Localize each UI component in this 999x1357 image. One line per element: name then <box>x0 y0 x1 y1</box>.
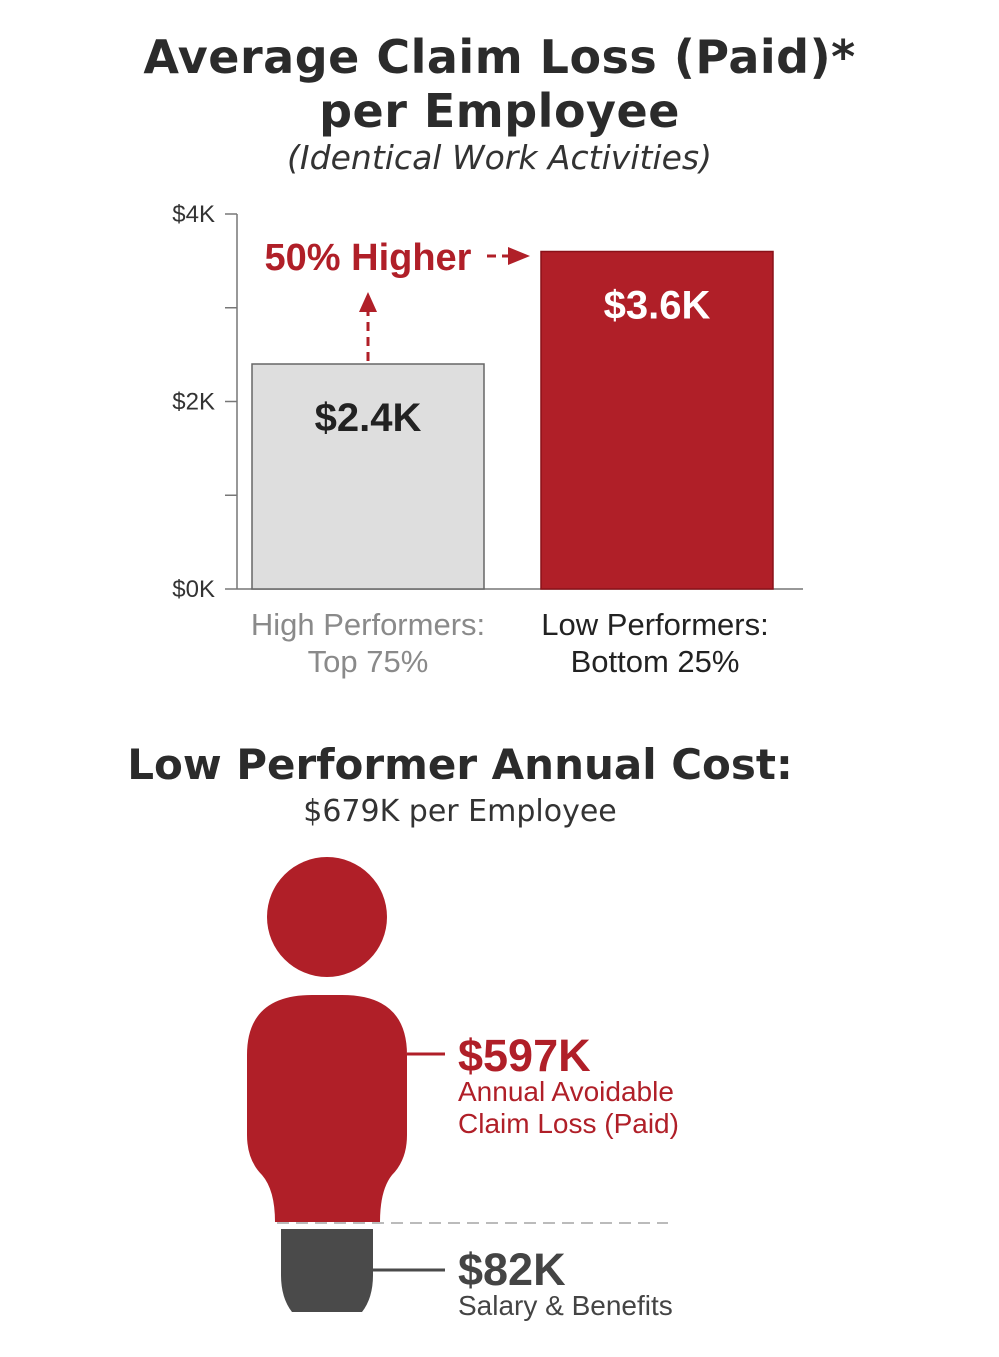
person-base-icon <box>281 1229 373 1312</box>
annotation-arrow-up-head <box>359 292 377 312</box>
avoidable-loss-label-line1: Annual Avoidable <box>458 1076 674 1107</box>
avoidable-loss-value: $597K <box>458 1030 591 1081</box>
annotation-arrow-right-head <box>508 247 530 265</box>
y-tick-label: $2K <box>172 389 215 416</box>
y-tick-label: $4K <box>172 201 215 228</box>
y-tick-label: $0K <box>172 576 215 603</box>
avoidable-loss-label-line2: Claim Loss (Paid) <box>458 1108 679 1139</box>
bar-0 <box>251 363 485 590</box>
person-body-icon <box>247 995 407 1222</box>
bar-value-label: $3.6K <box>604 284 711 328</box>
cost-section-subtitle: $679K per Employee <box>303 794 617 829</box>
annotation-text: 50% Higher <box>265 237 472 279</box>
bar-chart: $0K $2K $4K $2.4K $3.6K 50% Higher <box>172 201 803 603</box>
category-label-line: Low Performers: <box>541 607 769 642</box>
category-label-line: Bottom 25% <box>570 644 740 679</box>
salary-value: $82K <box>458 1244 566 1295</box>
bar-value-label: $2.4K <box>315 396 422 440</box>
person-head-icon <box>267 857 387 977</box>
category-label-low-performers: Low Performers: Bottom 25% <box>520 606 790 680</box>
cost-section-title: Low Performer Annual Cost: <box>127 740 793 789</box>
chart-subtitle: (Identical Work Activities) <box>287 138 712 177</box>
chart-title-line2: per Employee <box>319 84 680 138</box>
category-label-high-performers: High Performers: Top 75% <box>230 606 506 680</box>
chart-title-line1: Average Claim Loss (Paid)* <box>143 30 856 84</box>
category-label-line: Top 75% <box>307 644 429 679</box>
salary-label: Salary & Benefits <box>458 1290 673 1321</box>
bar-1 <box>540 250 774 590</box>
category-label-line: High Performers: <box>250 607 486 642</box>
